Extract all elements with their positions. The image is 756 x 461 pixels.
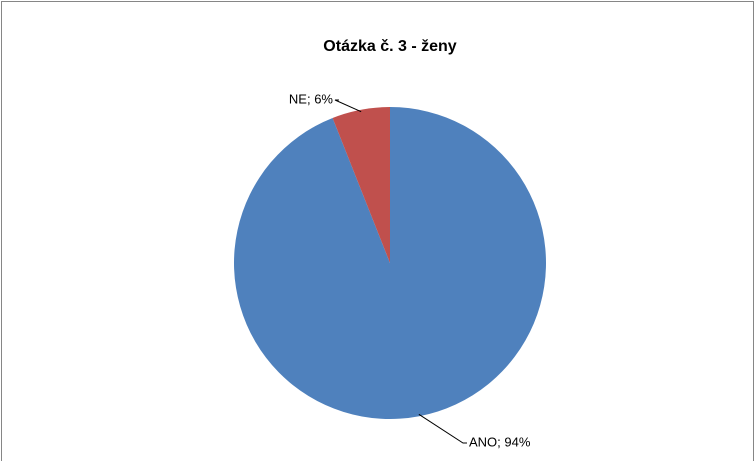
data-label: NE; 6% bbox=[289, 91, 334, 106]
data-label: ANO; 94% bbox=[469, 434, 531, 449]
leader-line bbox=[334, 99, 362, 113]
chart-title: Otázka č. 3 - ženy bbox=[323, 38, 456, 55]
leader-line bbox=[418, 413, 467, 444]
pie-slice bbox=[332, 107, 390, 263]
